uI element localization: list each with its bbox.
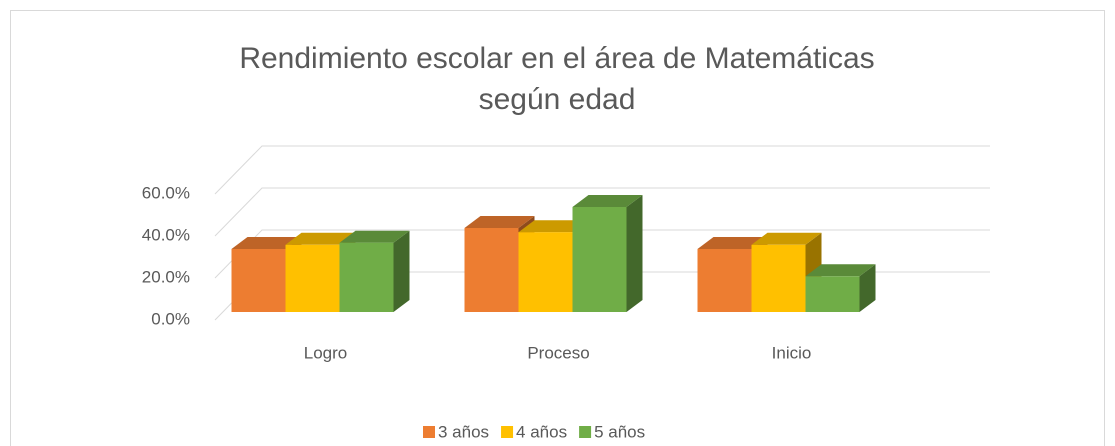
bar bbox=[285, 244, 340, 312]
grid-line bbox=[214, 145, 990, 195]
bar-top bbox=[805, 264, 876, 277]
bar-top bbox=[464, 216, 535, 228]
bar bbox=[339, 242, 394, 312]
bar bbox=[805, 276, 860, 312]
bar-top bbox=[572, 195, 643, 207]
bar bbox=[697, 249, 752, 312]
bar-top bbox=[751, 232, 822, 245]
bar-top bbox=[518, 220, 589, 233]
y-tick-label: 0.0% bbox=[151, 309, 190, 328]
x-tick-label: Proceso bbox=[527, 343, 589, 362]
chart-title: Rendimiento escolar en el área de Matemá… bbox=[239, 42, 875, 116]
grid-line bbox=[214, 229, 990, 279]
y-tick-label: 40.0% bbox=[142, 225, 190, 244]
y-tick-label: 20.0% bbox=[142, 267, 190, 286]
bar bbox=[518, 232, 573, 312]
x-tick-label: Inicio bbox=[772, 343, 812, 362]
chart-border bbox=[10, 10, 1105, 446]
bar-top bbox=[339, 230, 410, 243]
bar-side bbox=[859, 264, 876, 312]
bar bbox=[464, 228, 519, 312]
legend-label: 5 años bbox=[594, 422, 645, 441]
bar-top bbox=[231, 237, 302, 249]
x-tick-label: Logro bbox=[304, 343, 347, 362]
bar-side bbox=[626, 195, 643, 312]
bar bbox=[231, 249, 286, 312]
bar bbox=[751, 244, 806, 312]
legend-swatch bbox=[579, 426, 592, 438]
bar-top bbox=[285, 232, 356, 245]
bar bbox=[572, 207, 627, 312]
bar-top bbox=[697, 237, 768, 249]
legend-label: 3 años bbox=[438, 422, 489, 441]
bar-side bbox=[393, 230, 410, 312]
legend-swatch bbox=[423, 426, 435, 438]
legend-label: 4 años bbox=[516, 422, 567, 441]
y-tick-label: 60.0% bbox=[142, 183, 190, 202]
grid-line bbox=[214, 187, 990, 237]
legend-swatch bbox=[501, 426, 514, 438]
